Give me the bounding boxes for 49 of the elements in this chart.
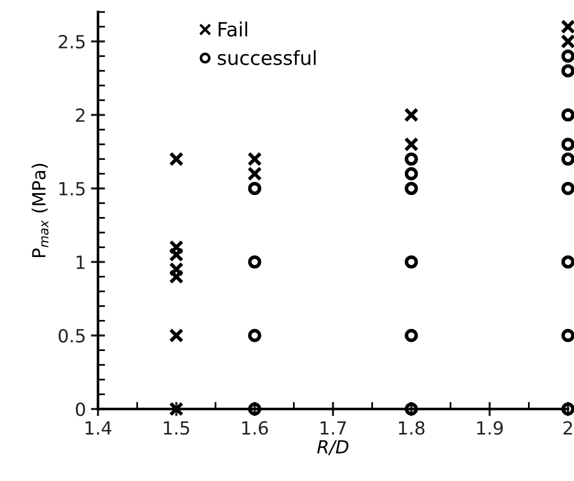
point	[561, 255, 574, 269]
point	[561, 108, 574, 122]
x-tick-label: 1.5	[164, 421, 190, 435]
legend-label: Fail	[218, 22, 248, 37]
point	[169, 240, 184, 255]
x-tick-label: 1.9	[477, 421, 503, 435]
x-tick-label: 2	[564, 421, 572, 435]
x-tick-label: 1.7	[320, 421, 346, 435]
point	[404, 328, 418, 342]
point	[248, 182, 262, 196]
y-tick-label: 1	[76, 256, 85, 269]
point	[561, 402, 574, 416]
y-tick-label: 2.5	[58, 34, 85, 49]
y-tick-label: 0.5	[58, 328, 85, 343]
point	[561, 328, 574, 342]
point	[404, 167, 418, 180]
x-tick-label: 1.4	[86, 421, 112, 435]
point	[560, 34, 574, 49]
point	[561, 182, 574, 196]
x-tick-label: 1.6	[242, 421, 268, 435]
point	[247, 166, 262, 182]
point	[561, 50, 574, 63]
y-axis-title: P$_{max}$ (MPa)	[32, 164, 49, 258]
point	[404, 402, 418, 416]
point	[169, 152, 184, 166]
point	[248, 402, 262, 416]
x-tick-label: 1.8	[398, 421, 424, 435]
point	[404, 137, 419, 152]
point	[247, 152, 262, 166]
point	[561, 138, 574, 151]
y-tick-label: 0	[76, 402, 85, 416]
y-tick-label: 2	[76, 108, 84, 122]
point	[169, 247, 184, 262]
point	[169, 402, 184, 416]
point	[169, 262, 184, 277]
point	[248, 255, 262, 269]
x-axis-title: R/D	[317, 440, 348, 456]
point	[169, 269, 184, 284]
point	[560, 19, 574, 34]
point	[404, 182, 418, 196]
point	[561, 152, 574, 166]
point	[404, 108, 419, 122]
point	[404, 255, 418, 269]
y-tick-label: 1.5	[59, 182, 85, 196]
point	[561, 64, 574, 78]
point	[248, 328, 262, 342]
legend-label: successful	[218, 50, 316, 66]
point	[169, 328, 184, 343]
point	[404, 152, 418, 166]
